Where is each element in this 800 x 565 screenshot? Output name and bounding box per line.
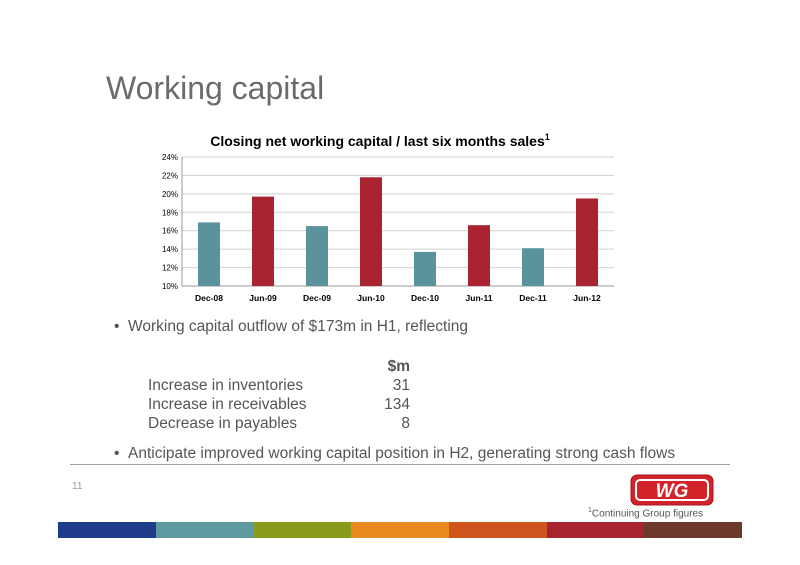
bullet-marker: • <box>114 318 120 335</box>
table-row-value: 31 <box>392 377 410 394</box>
bar-jun-10 <box>360 177 382 286</box>
x-tick-label: Dec-09 <box>303 293 331 303</box>
stripe-segment <box>351 522 449 538</box>
x-tick-label: Dec-11 <box>519 293 547 303</box>
y-tick-label: 24% <box>162 153 178 162</box>
y-tick-label: 18% <box>162 208 178 217</box>
table-row-value: 8 <box>401 415 410 432</box>
x-tick-label: Jun-10 <box>357 293 385 303</box>
bar-dec-08 <box>198 222 220 286</box>
bullet-marker: • <box>114 445 120 462</box>
chart-x-axis: Dec-08 Jun-09 Dec-09 Jun-10 Dec-10 Jun-11 Dec-… <box>195 293 601 303</box>
footnote-text: Continuing Group figures <box>591 508 704 520</box>
stripe-segment <box>253 522 352 538</box>
table-row: Decrease in payables 8 <box>148 414 410 433</box>
wg-logo: WG <box>630 474 714 506</box>
bar-dec-10 <box>414 251 436 286</box>
footer-divider <box>70 464 730 465</box>
net-working-capital-chart: Closing net working capital / last six m… <box>162 132 614 303</box>
bar-dec-11 <box>522 248 544 286</box>
chart-title-superscript: 1 <box>545 132 550 142</box>
x-tick-label: Dec-08 <box>195 293 223 303</box>
chart-bars <box>198 177 598 286</box>
x-tick-label: Jun-12 <box>573 293 601 303</box>
stripe-segment <box>58 522 156 538</box>
table-row-label: Increase in inventories <box>148 377 304 394</box>
bar-jun-11 <box>468 225 490 286</box>
table-header-row: $m <box>148 357 410 376</box>
bullet-text: Working capital outflow of $173m in H1, … <box>128 318 469 335</box>
working-capital-table: $m Increase in inventories 31 Increase in… <box>148 357 410 433</box>
page-number: 11 <box>72 481 83 492</box>
x-tick-label: Dec-10 <box>411 293 439 303</box>
table-row-label: Increase in receivables <box>148 396 307 413</box>
stripe-segment <box>644 522 743 538</box>
y-tick-label: 14% <box>162 245 178 254</box>
chart-title: Closing net working capital / last six m… <box>210 132 550 149</box>
x-tick-label: Jun-11 <box>466 293 493 303</box>
chart-gridlines <box>181 156 614 287</box>
y-tick-label: 22% <box>162 171 178 180</box>
stripe-segment <box>155 522 254 538</box>
footnote-marker: 1 <box>588 507 592 514</box>
chart-y-axis: 10% 12% 14% 16% 18% 20% 22% 24% <box>162 153 178 291</box>
y-tick-label: 20% <box>162 190 178 199</box>
bar-dec-09 <box>306 226 328 286</box>
bullet-text: Anticipate improved working capital posi… <box>128 445 676 462</box>
table-row: Increase in receivables 134 <box>148 395 410 414</box>
table-row-label: Decrease in payables <box>148 415 298 432</box>
bullet-working-capital-outflow: • Working capital outflow of $173m in H1,… <box>114 318 468 336</box>
table-header-value: $m <box>387 358 410 375</box>
chart-title-text: Closing net working capital / last six m… <box>210 133 545 149</box>
footnote: 1Continuing Group figures <box>588 507 703 519</box>
footer-color-stripe <box>58 522 743 538</box>
logo-lettering: WG <box>656 481 689 502</box>
stripe-segment <box>546 522 645 538</box>
bar-jun-09 <box>252 196 274 286</box>
bar-jun-12 <box>576 198 598 286</box>
slide-title: Working capital <box>106 70 325 106</box>
y-tick-label: 10% <box>162 282 178 291</box>
x-tick-label: Jun-09 <box>249 293 277 303</box>
y-tick-label: 12% <box>162 264 178 273</box>
stripe-segment <box>448 522 547 538</box>
bullet-anticipate-improved: • Anticipate improved working capital pos… <box>114 445 675 463</box>
table-row-value: 134 <box>384 396 410 413</box>
y-tick-label: 16% <box>162 227 178 236</box>
table-row: Increase in inventories 31 <box>148 376 410 395</box>
